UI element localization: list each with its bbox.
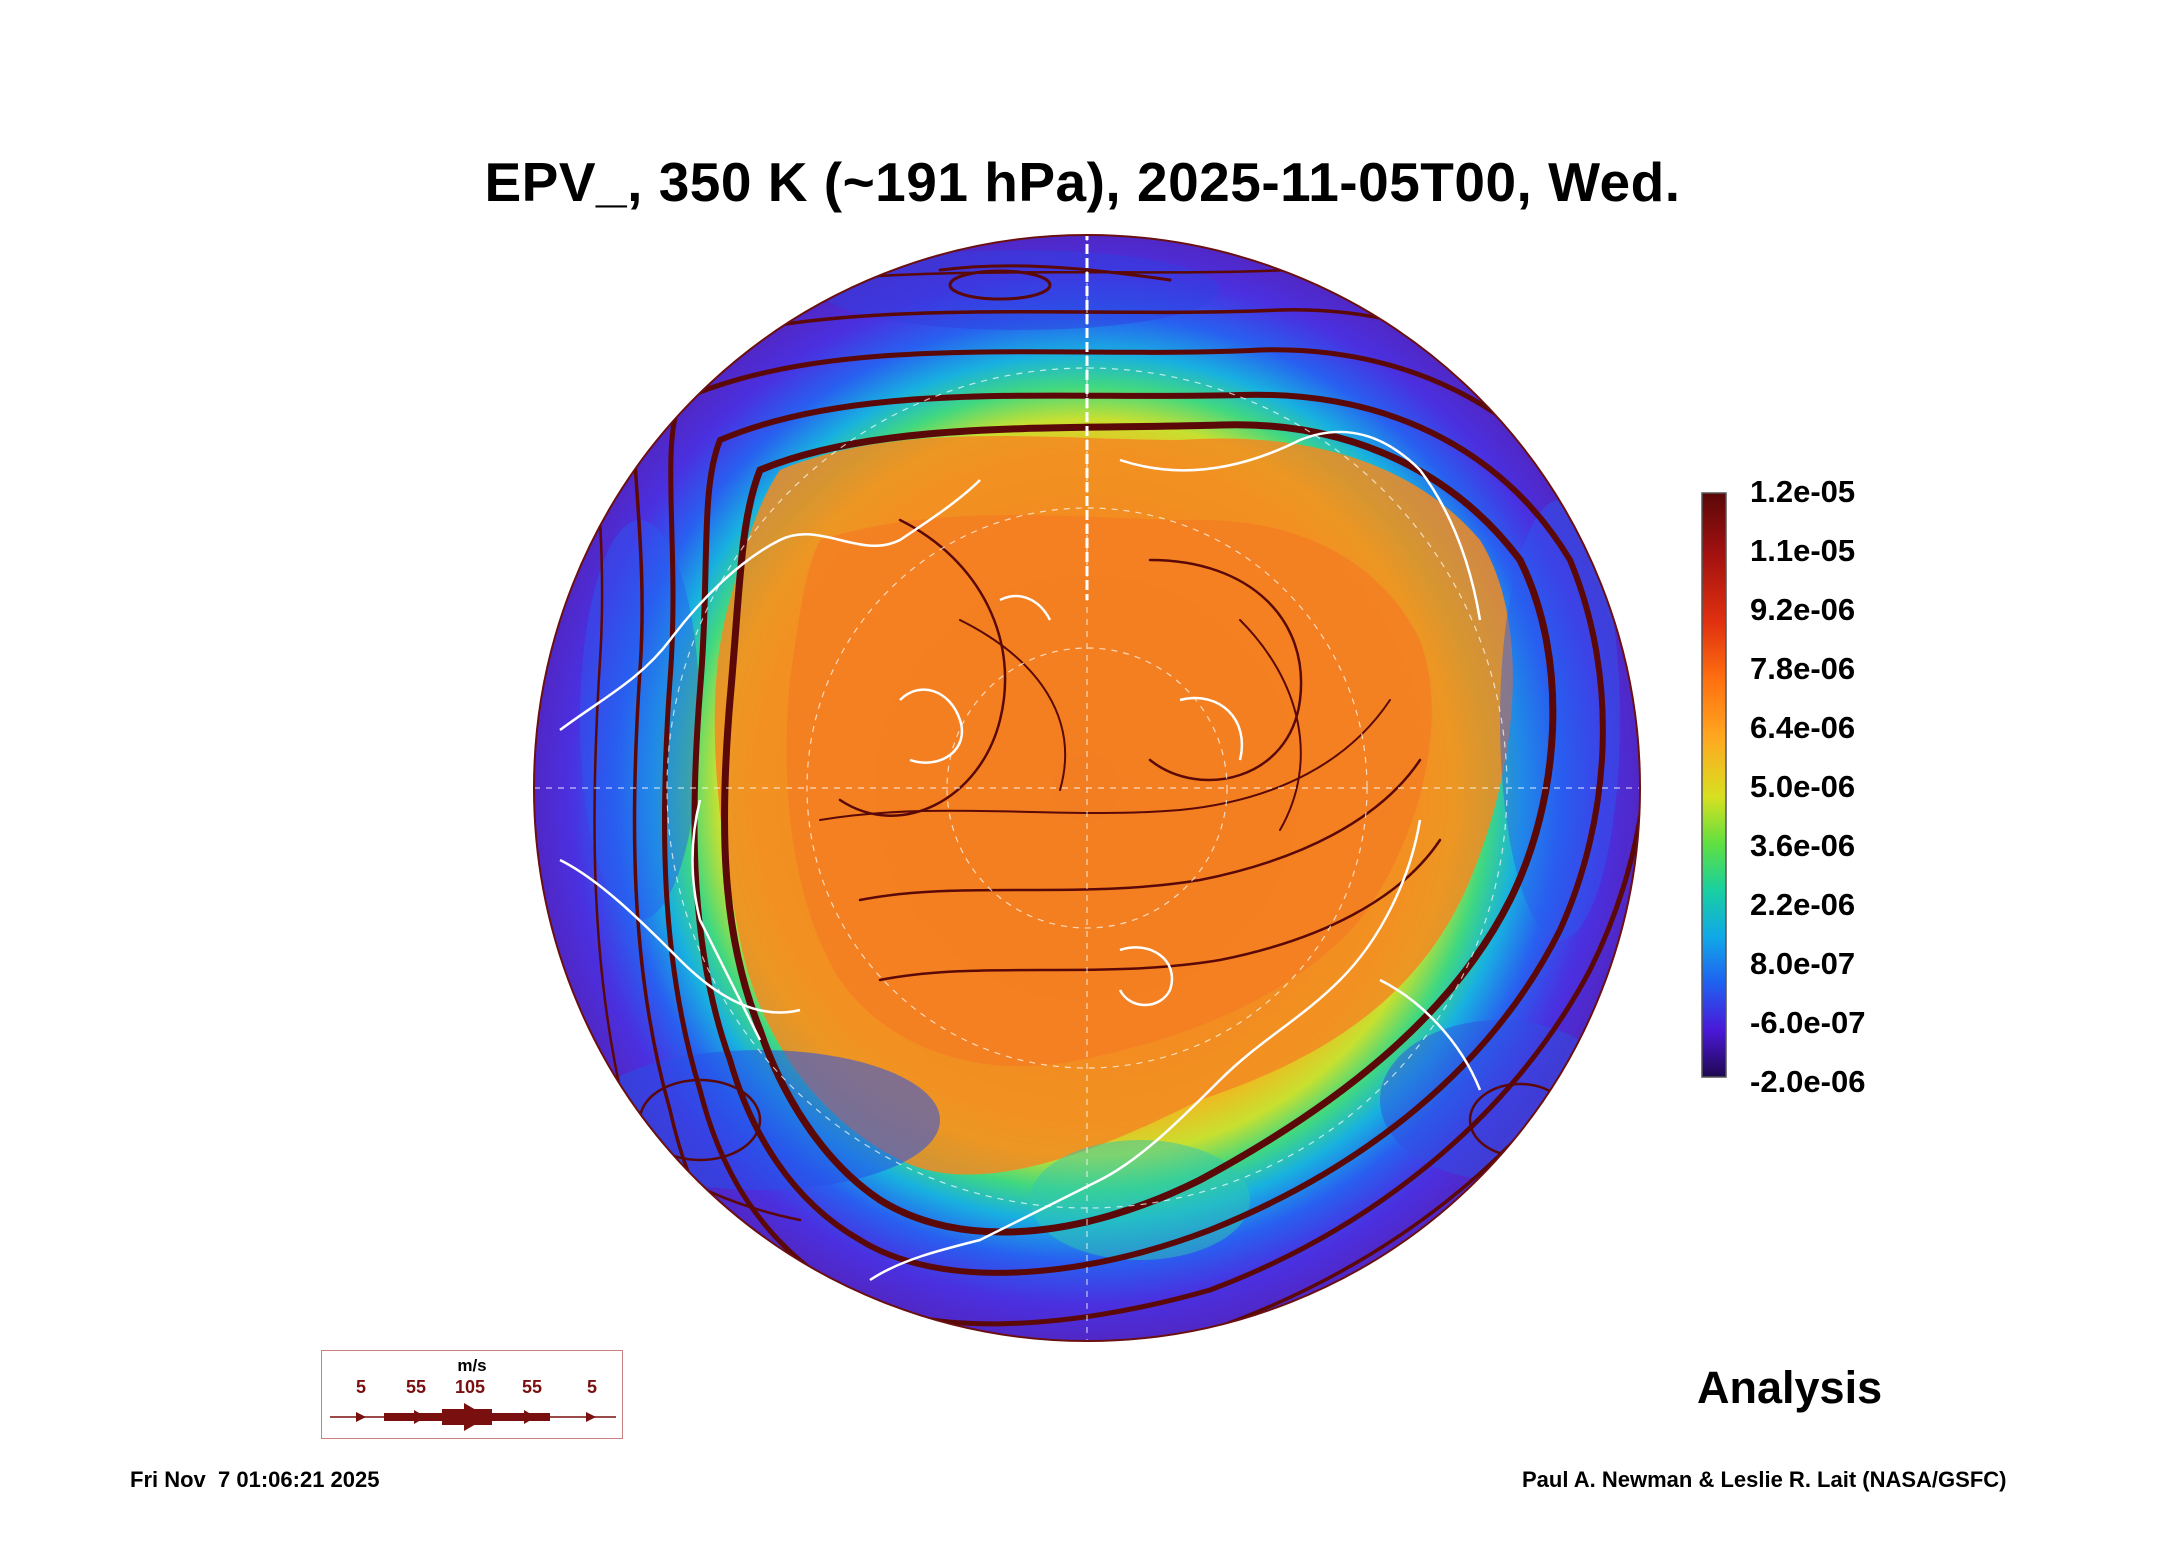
legend-speed: 55 bbox=[522, 1377, 543, 1397]
colorbar-label: 7.8e-06 bbox=[1750, 651, 1856, 686]
analysis-label: Analysis bbox=[1697, 1362, 1883, 1413]
colorbar bbox=[1701, 492, 1727, 1078]
colorbar-label: 8.0e-07 bbox=[1750, 946, 1856, 981]
colorbar-label: -6.0e-07 bbox=[1750, 1005, 1866, 1040]
colorbar-label: 2.2e-06 bbox=[1750, 887, 1856, 922]
legend-speed: 5 bbox=[356, 1377, 367, 1397]
wind-streamlines bbox=[558, 264, 1640, 1341]
legend-speed: 5 bbox=[587, 1377, 598, 1397]
colorbar-label: -2.0e-06 bbox=[1750, 1064, 1866, 1099]
legend-speed: 105 bbox=[455, 1377, 486, 1397]
legend-speed: 55 bbox=[406, 1377, 427, 1397]
colorbar-label: 1.1e-05 bbox=[1750, 533, 1856, 568]
map-title: EPV_, 350 K (~191 hPa), 2025-11-05T00, W… bbox=[484, 151, 1681, 213]
colorbar-label: 9.2e-06 bbox=[1750, 592, 1856, 627]
wind-speed-legend: m/s 5 55 105 55 5 bbox=[321, 1350, 623, 1439]
colorbar-label: 6.4e-06 bbox=[1750, 710, 1856, 745]
colorbar-label: 1.2e-05 bbox=[1750, 474, 1856, 509]
coastlines bbox=[559, 430, 1482, 1282]
legend-unit: m/s bbox=[457, 1356, 487, 1375]
credit: Paul A. Newman & Leslie R. Lait (NASA/GS… bbox=[1522, 1467, 2007, 1492]
colorbar-label: 3.6e-06 bbox=[1750, 828, 1856, 863]
colorbar-label: 5.0e-06 bbox=[1750, 769, 1856, 804]
legend-arrows bbox=[330, 1403, 616, 1431]
timestamp: Fri Nov 7 01:06:21 2025 bbox=[130, 1467, 380, 1492]
